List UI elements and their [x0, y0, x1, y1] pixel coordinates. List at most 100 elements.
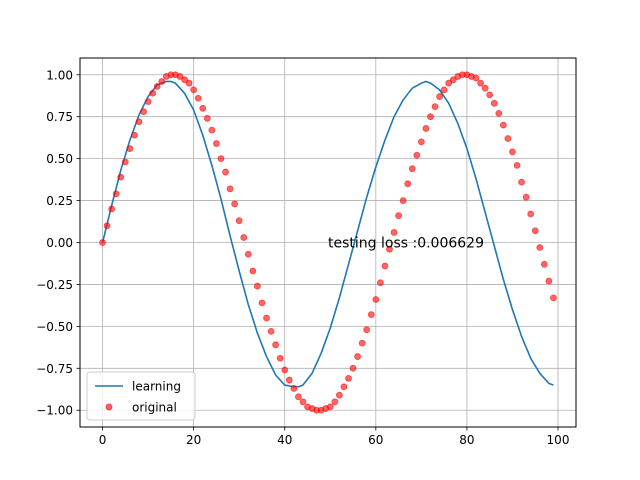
ticks: 0 20 40 60 80 100 −1.00 −0.75 −0.50 −0.25 0.00 0.25…	[36, 68, 569, 447]
x-tick-label: 100	[547, 433, 570, 447]
data-point-original	[490, 99, 498, 107]
data-point-original	[281, 366, 289, 374]
data-point-original	[263, 314, 270, 322]
data-point-original	[181, 76, 188, 84]
data-point-original	[294, 393, 302, 401]
data-point-original	[386, 245, 393, 253]
data-point-original	[518, 178, 525, 186]
data-point-original	[144, 98, 152, 106]
y-tick-label: 0.25	[46, 194, 73, 208]
data-point-original	[504, 135, 512, 142]
y-tick-label: 1.00	[46, 68, 73, 82]
data-point-original	[513, 161, 521, 169]
data-point-original	[345, 374, 352, 382]
data-point-original	[290, 385, 298, 392]
legend-label: original	[132, 401, 177, 415]
y-tick-label: 0.75	[46, 110, 73, 124]
data-point-original	[522, 193, 530, 201]
data-point-original	[413, 151, 421, 159]
data-point-original	[481, 84, 489, 92]
x-tick-label: 0	[99, 433, 107, 447]
y-tick-label: −1.00	[36, 404, 73, 418]
data-point-original	[99, 239, 106, 246]
x-tick-label: 40	[277, 433, 292, 447]
series-layer	[99, 71, 557, 414]
data-point-original	[126, 145, 134, 152]
data-point-original	[390, 229, 398, 236]
data-point-original	[449, 76, 457, 84]
data-point-original	[431, 103, 439, 111]
data-point-original	[395, 212, 403, 220]
data-point-original	[226, 185, 234, 193]
data-point-original	[495, 109, 503, 117]
y-tick-label: 0.50	[46, 152, 73, 166]
data-point-original	[472, 74, 480, 82]
data-point-original	[326, 403, 334, 411]
data-point-original	[117, 173, 125, 181]
data-point-original	[190, 86, 198, 94]
data-point-original	[427, 113, 434, 121]
data-point-original	[536, 244, 544, 251]
data-point-original	[408, 165, 416, 173]
data-point-original	[486, 91, 494, 99]
data-point-original	[367, 311, 375, 319]
data-point-original	[331, 398, 339, 406]
data-point-original	[149, 89, 157, 97]
data-point-original	[153, 83, 161, 90]
data-point-original	[422, 125, 430, 132]
data-point-original	[299, 398, 307, 406]
data-point-original	[249, 267, 257, 275]
data-point-original	[445, 79, 453, 87]
data-point-original	[208, 126, 216, 134]
data-point-original	[185, 79, 193, 87]
data-point-original	[213, 140, 220, 147]
data-point-original	[240, 234, 248, 241]
data-point-original	[203, 114, 211, 122]
x-tick-label: 60	[368, 433, 383, 447]
data-point-original	[244, 250, 252, 258]
y-tick-label: 0.00	[46, 236, 73, 250]
data-point-original	[349, 364, 357, 372]
data-point-original	[258, 299, 266, 307]
data-point-original	[217, 155, 225, 163]
data-point-original	[253, 282, 261, 290]
data-point-original	[404, 180, 412, 188]
series-line-learning	[101, 80, 554, 388]
y-tick-label: −0.25	[36, 278, 73, 292]
legend-marker-swatch	[105, 403, 113, 411]
data-point-original	[540, 260, 548, 268]
data-point-original	[545, 277, 553, 285]
data-point-original	[363, 326, 371, 334]
data-point-original	[176, 73, 184, 80]
data-point-original	[121, 158, 129, 166]
data-point-original	[527, 210, 535, 218]
data-point-original	[499, 121, 507, 129]
data-point-original	[108, 205, 116, 213]
legend-box	[86, 371, 196, 421]
y-tick-label: −0.50	[36, 320, 73, 334]
data-point-original	[509, 148, 516, 156]
legend: learning original	[86, 371, 196, 421]
data-point-original	[417, 138, 425, 146]
data-point-original	[285, 376, 293, 384]
y-tick-label: −0.75	[36, 362, 73, 376]
x-tick-label: 20	[186, 433, 201, 447]
data-point-original	[131, 131, 138, 139]
data-point-original	[358, 339, 366, 347]
annotation-text: testing loss :0.006629	[328, 236, 484, 252]
data-point-original	[231, 200, 239, 208]
data-point-original	[112, 190, 120, 198]
data-point-original	[399, 197, 407, 204]
data-point-original	[354, 353, 362, 360]
data-point-original	[477, 79, 484, 87]
data-point-original	[272, 341, 280, 349]
data-point-original	[194, 94, 202, 102]
data-point-original	[199, 104, 207, 112]
legend-label: learning	[132, 380, 181, 394]
data-point-original	[335, 391, 343, 399]
data-point-original	[340, 383, 348, 391]
data-point-original	[376, 279, 384, 287]
data-point-original	[531, 227, 539, 235]
data-point-original	[222, 168, 229, 176]
